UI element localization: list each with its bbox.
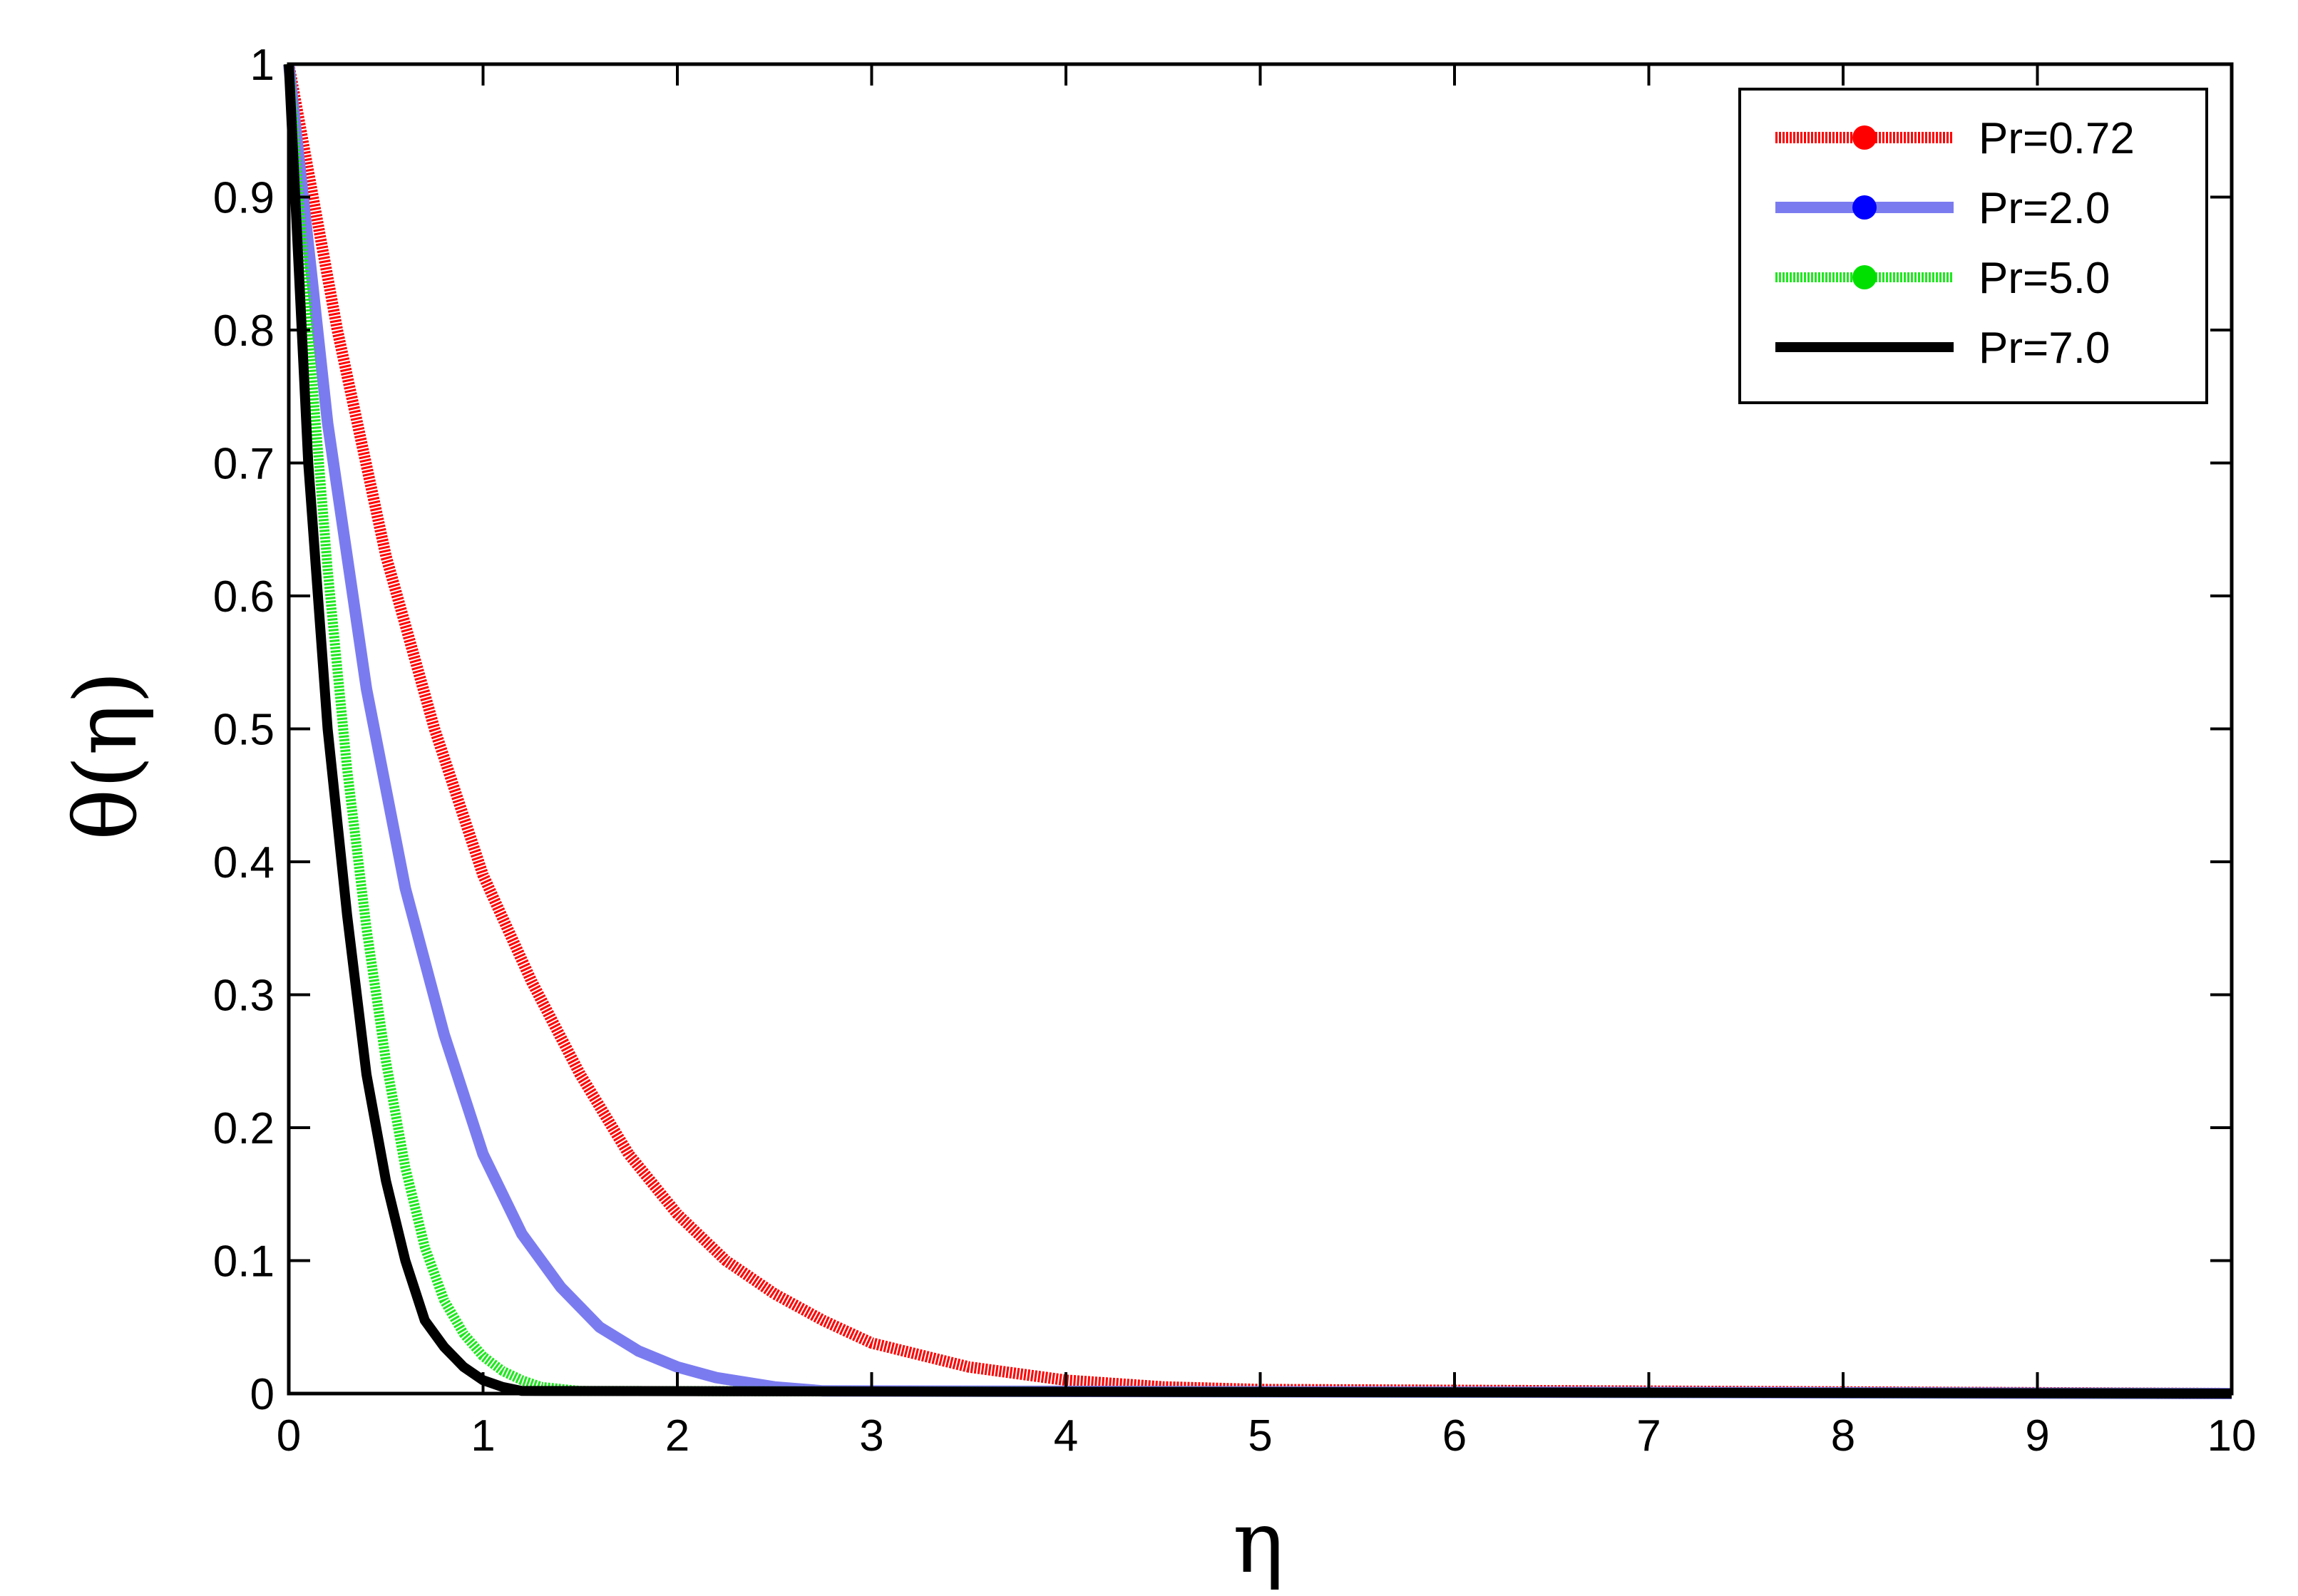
series-line-2 — [283, 63, 2232, 1399]
series-line-4 — [284, 63, 2232, 1399]
x-tick-label: 0 — [277, 1411, 301, 1461]
y-tick-label: 1 — [250, 41, 275, 90]
legend-label-2: Pr=2.0 — [1979, 184, 2110, 233]
y-tick-label: 0.4 — [213, 838, 275, 887]
y-tick-label: 0.6 — [213, 572, 275, 622]
y-axis-title: θ(η) — [57, 671, 156, 840]
y-tick-label: 0.1 — [213, 1237, 275, 1287]
legend-label-4: Pr=7.0 — [1979, 324, 2110, 373]
x-tick-label: 7 — [1636, 1411, 1661, 1461]
y-tick-label: 0.9 — [213, 174, 275, 223]
x-tick-label: 2 — [665, 1411, 689, 1461]
legend: Pr=0.72 Pr=2.0 Pr=5.0 Pr=7.0 — [1738, 88, 2208, 404]
x-tick-label: 10 — [2207, 1411, 2257, 1461]
x-axis-title: η — [1233, 1493, 1284, 1592]
x-tick-label: 4 — [1054, 1411, 1078, 1461]
series-line-1 — [283, 63, 2232, 1399]
legend-marker-3 — [1852, 265, 1877, 289]
x-tick-label: 9 — [2025, 1411, 2049, 1461]
y-tick-label: 0.2 — [213, 1104, 275, 1153]
series-group — [283, 63, 2232, 1399]
x-tick-label: 8 — [1831, 1411, 1855, 1461]
x-tick-label: 1 — [471, 1411, 495, 1461]
x-tick-label: 6 — [1442, 1411, 1467, 1461]
y-tick-label: 0.3 — [213, 972, 275, 1021]
legend-label-3: Pr=5.0 — [1979, 254, 2110, 303]
y-tick-label: 0.5 — [213, 706, 275, 755]
x-tick-label: 3 — [859, 1411, 883, 1461]
series-line-3 — [284, 63, 2232, 1399]
legend-marker-1 — [1852, 125, 1877, 150]
x-tick-label: 5 — [1248, 1411, 1272, 1461]
legend-label-1: Pr=0.72 — [1979, 114, 2135, 163]
y-tick-label: 0 — [250, 1370, 275, 1419]
legend-box — [1738, 88, 2208, 404]
y-tick-label: 0.8 — [213, 307, 275, 356]
legend-marker-2 — [1852, 195, 1877, 220]
axes-group: 0 1 2 3 4 5 6 7 8 9 10 0 0.1 0.2 0.3 0.4 0.5 0.6 0.7 0.8 0.9… — [213, 41, 2257, 1461]
y-tick-label: 0.7 — [213, 440, 275, 489]
